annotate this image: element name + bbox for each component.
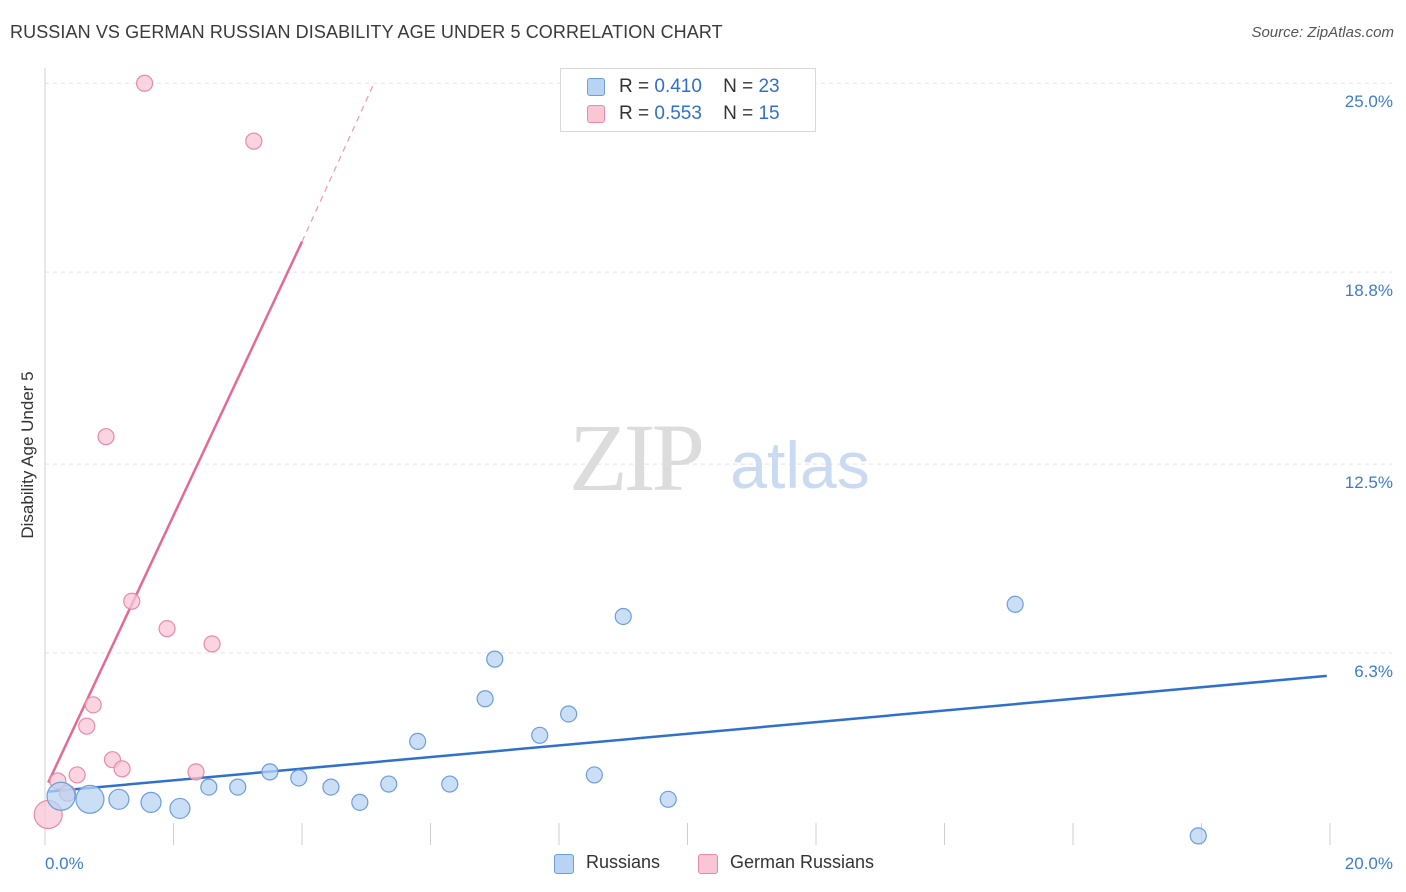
y-tick-label: 25.0% xyxy=(1345,92,1393,111)
russians-point xyxy=(169,797,191,820)
y-tick-label: 6.3% xyxy=(1354,662,1393,681)
german-russians-trend-line xyxy=(47,241,304,784)
german-russians-point xyxy=(123,592,141,610)
german-russians-legend-swatch xyxy=(698,854,718,874)
german-russians-point xyxy=(97,428,115,446)
german-russians-point xyxy=(78,717,96,735)
russians-point xyxy=(229,778,247,796)
russians-point xyxy=(560,705,578,723)
russians-trend-line xyxy=(48,674,1327,793)
german-russians-n-value: 15 xyxy=(758,103,780,124)
x-tick-label-max: 20.0% xyxy=(1345,854,1393,873)
german-russians-r-value: 0.553 xyxy=(654,103,702,124)
r-label: R = xyxy=(619,76,650,97)
russians-point xyxy=(108,788,130,810)
german-russians-point xyxy=(68,766,86,784)
german-russians-point xyxy=(158,620,176,638)
russians-n-value: 23 xyxy=(758,76,780,97)
correlation-legend: R = 0.410 N = 23 R = 0.553 N = 15 xyxy=(560,68,816,132)
russians-point xyxy=(585,766,603,784)
german-russians-point xyxy=(203,635,221,653)
russians-point xyxy=(486,650,504,668)
russians-point xyxy=(140,791,162,813)
russians-swatch xyxy=(587,78,605,96)
grid-layer xyxy=(45,82,1392,654)
y-tick-label: 18.8% xyxy=(1345,281,1393,300)
russians-r-value: 0.410 xyxy=(654,76,702,97)
russians-point xyxy=(1006,595,1024,613)
german-russians-swatch xyxy=(587,105,605,123)
x-tick-label-min: 0.0% xyxy=(45,854,84,873)
german-russians-trend-extension xyxy=(301,86,374,242)
russians-point xyxy=(75,784,105,814)
russians-point xyxy=(351,793,369,811)
r-label: R = xyxy=(619,103,650,124)
russians-point xyxy=(322,778,340,796)
german-russians-point xyxy=(84,696,102,714)
y-tick-label: 12.5% xyxy=(1345,473,1393,492)
source-label: Source: ZipAtlas.com xyxy=(1251,24,1394,41)
axis-layer xyxy=(44,68,1331,845)
watermark-zip: ZIP xyxy=(569,404,702,511)
russians-legend-label: Russians xyxy=(586,852,661,872)
n-label: N = xyxy=(723,76,754,97)
russians-point xyxy=(476,690,494,708)
n-label: N = xyxy=(723,103,754,124)
german-russians-legend-label: German Russians xyxy=(730,852,875,872)
points-layer xyxy=(33,74,1207,845)
russians-point xyxy=(380,775,398,793)
watermark: ZIP atlas xyxy=(569,404,870,511)
russians-point xyxy=(614,607,632,626)
russians-point xyxy=(46,781,76,811)
german-russians-point xyxy=(245,132,263,150)
russians-point xyxy=(531,726,549,744)
german-russians-point xyxy=(187,763,205,781)
russians-point xyxy=(261,763,279,781)
russians-point xyxy=(441,775,459,793)
russians-point xyxy=(200,778,218,796)
russians-point xyxy=(659,790,677,808)
watermark-atlas: atlas xyxy=(730,428,869,502)
russians-point xyxy=(1189,827,1207,845)
russians-legend-swatch xyxy=(554,854,574,874)
russians-point xyxy=(409,732,427,751)
tick-label-layer: 6.3% 12.5% 18.8% 25.0% 0.0% 20.0% xyxy=(45,92,1393,873)
chart-title: RUSSIAN VS GERMAN RUSSIAN DISABILITY AGE… xyxy=(10,22,723,42)
russians-point xyxy=(290,769,308,787)
bottom-legend-russians[interactable]: Russians xyxy=(554,852,694,876)
german-russians-point xyxy=(113,760,131,778)
german-russians-point xyxy=(135,74,154,92)
bottom-legend-german-russians[interactable]: German Russians xyxy=(698,852,898,876)
